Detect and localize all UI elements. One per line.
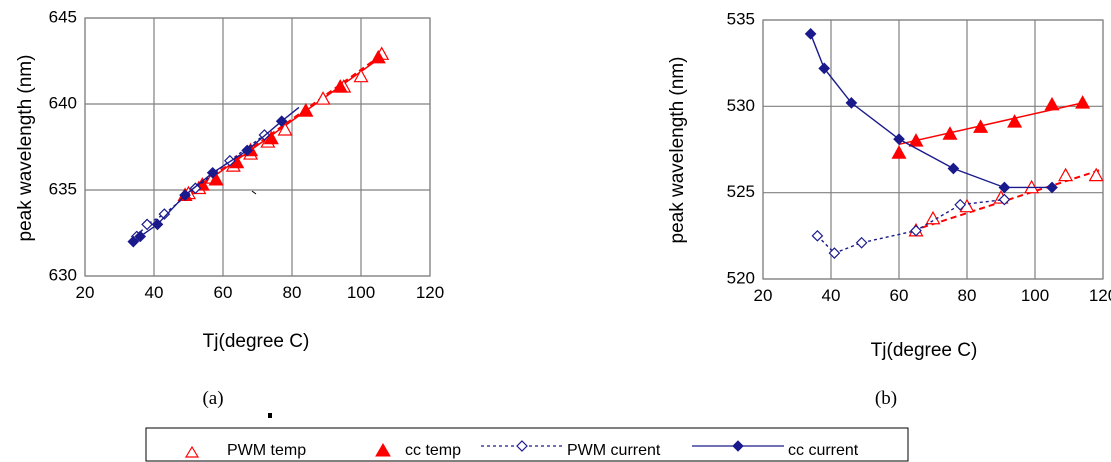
stray-dot [268,413,272,418]
legend-item-cc-current: cc current [692,440,859,459]
plot-frame [762,19,1104,280]
data-point [134,230,147,243]
data-point [206,166,219,179]
data-point [353,68,369,83]
data-point [241,144,253,157]
x-tick-label: 60 [890,286,909,305]
data-point [1075,95,1091,109]
open-triangle-icon [184,445,200,458]
legend: PWM temp cc temp PWM current cc current [145,427,909,462]
y-axis-title-b: peak wavelength (nm) [667,57,688,244]
data-point [263,130,279,145]
data-point [910,224,922,237]
data-point [891,145,907,159]
data-point [947,162,960,175]
y-tick-label: 635 [49,179,77,198]
data-point [1088,167,1104,182]
data-point [954,198,967,211]
filled-triangle-icon [375,443,391,457]
y-tick-label: 640 [49,93,77,112]
data-point [811,229,824,242]
data-point [925,210,941,225]
legend-label: PWM temp [227,442,306,459]
data-point [315,91,331,105]
y-tick-label: 535 [727,9,755,28]
data-point [277,122,293,136]
panel-label-a: (a) [202,388,223,409]
filled-diamond-icon [732,440,744,452]
legend-label: cc temp [405,442,461,459]
data-point [893,133,905,145]
data-point [127,235,140,248]
x-tick-label: 100 [1021,286,1049,305]
legend-label: cc current [788,442,859,459]
data-point [179,189,191,202]
data-point [804,27,817,40]
data-point [275,115,288,128]
data-point [141,218,153,231]
y-tick-label: 520 [727,268,755,287]
y-tick-label: 525 [727,182,755,201]
series-line [809,33,1052,189]
stray-tick-a [251,190,257,195]
data-point [1007,114,1023,128]
grid [762,19,1104,280]
data-point [908,133,924,147]
data-point [189,182,202,195]
data-point [208,171,224,186]
legend-item-cc-temp: cc temp [375,442,461,459]
x-tick-label: 80 [958,286,977,305]
x-tick-label: 60 [214,283,233,302]
legend-item-pwm-temp: PWM temp [184,442,306,459]
x-axis-title-b: Tj(degree C) [871,340,978,361]
x-tick-label: 40 [822,286,841,305]
legend-box [145,427,909,462]
panel-label-b: (b) [875,388,897,409]
data-point [1046,181,1058,194]
x-tick-label: 100 [347,283,375,302]
y-tick-label: 630 [49,265,77,284]
plot-frame [84,17,431,277]
data-point [998,193,1011,206]
x-axis-title-a: Tj(degree C) [203,331,310,352]
data-point [828,247,841,259]
y-tick-label: 530 [727,96,755,115]
x-tick-label: 120 [1089,286,1111,305]
x-tick-label: 20 [754,286,773,305]
data-point [818,62,831,75]
x-tick-label: 120 [416,283,444,302]
legend-label: PWM current [567,442,661,459]
data-point [151,218,164,231]
series-cc-current [804,27,1058,194]
trendline-pwm-temp [187,51,386,195]
x-tick-label: 40 [145,283,164,302]
data-point [845,97,858,109]
series-cc-temp [891,95,1091,159]
data-point [1058,167,1074,182]
chart-panel-b: (b) Tj(degree C) peak wavelength (nm) 20… [667,9,1111,409]
x-tick-label: 20 [76,283,95,302]
series-line [816,198,1005,254]
data-point [332,79,348,93]
data-point [942,126,958,140]
legend-item-pwm-current: PWM current [481,440,661,459]
data-point [298,103,314,117]
open-diamond-icon [516,440,528,452]
data-point [855,236,868,249]
data-point [158,208,171,220]
series-cc-current [127,106,300,248]
data-point [998,181,1011,194]
data-point [973,119,989,133]
x-tick-label: 80 [283,283,302,302]
chart-panel-a: (a) Tj(degree C) peak wavelength (nm) 20… [15,7,444,409]
data-point [1044,96,1060,111]
y-axis-title-a: peak wavelength (nm) [15,55,36,242]
data-point [370,49,386,64]
y-tick-label: 645 [49,7,77,26]
series-pwm-current [811,193,1011,259]
